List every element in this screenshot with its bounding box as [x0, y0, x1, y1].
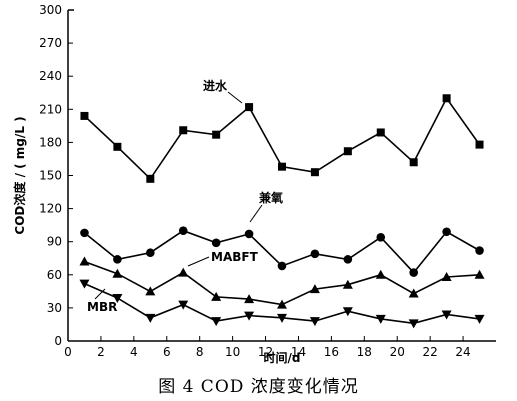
y-tick-label: 0 — [54, 334, 62, 348]
series-mabft — [79, 256, 485, 309]
data-point-inflow — [475, 140, 484, 149]
series-labels: 进水 兼氧 MABFT MBR — [87, 78, 283, 314]
data-point-anoxic — [376, 232, 386, 242]
data-point-anoxic — [146, 248, 155, 258]
data-point-inflow — [343, 147, 352, 156]
data-point-mbr — [474, 314, 485, 324]
x-tick-label: 12 — [258, 345, 273, 359]
data-point-anoxic — [409, 268, 418, 277]
x-tick-label: 2 — [97, 345, 105, 359]
axes — [67, 9, 496, 342]
y-ticks: 0 30 60 90 120 150 180 210 240 270 300 — [39, 3, 73, 348]
data-point-mabft — [178, 267, 189, 277]
x-tick-label: 22 — [423, 345, 438, 359]
data-point-anoxic — [178, 226, 188, 235]
data-point-mabft — [277, 299, 287, 309]
data-point-mbr — [211, 317, 222, 327]
data-point-mbr — [375, 314, 386, 324]
y-tick-label: 180 — [39, 135, 62, 149]
x-tick-label: 14 — [291, 345, 306, 359]
x-tick-label: 24 — [455, 345, 470, 359]
y-axis-title: COD浓度 / ( mg/L ) — [12, 116, 27, 234]
data-point-inflow — [113, 142, 122, 151]
figure-caption: 图 4 COD 浓度变化情况 — [158, 377, 359, 397]
data-point-mabft — [342, 279, 353, 289]
cod-line-chart: 0 2 4 6 8 10 12 14 16 18 20 22 24 030609012015018021… — [12, 3, 496, 365]
data-point-mabft — [375, 269, 386, 279]
y-tick-label: 210 — [39, 102, 62, 116]
series-group — [79, 94, 485, 329]
y-tick-label: 30 — [47, 301, 62, 315]
leader-line-mabft — [187, 256, 210, 267]
data-point-mbr — [441, 310, 452, 320]
data-point-mbr — [342, 307, 353, 317]
data-point-inflow — [376, 128, 385, 137]
data-point-anoxic — [475, 246, 484, 255]
data-point-inflow — [442, 94, 451, 103]
x-tick-label: 20 — [390, 345, 405, 359]
y-tick-label: 120 — [39, 202, 62, 216]
y-tick-label: 300 — [39, 3, 62, 17]
data-point-mabft — [244, 294, 255, 304]
x-axis-title: 时间/d — [264, 350, 301, 365]
data-point-inflow — [179, 126, 188, 135]
data-point-anoxic — [277, 261, 287, 271]
data-point-mbr — [408, 319, 419, 329]
data-point-anoxic — [310, 249, 320, 259]
data-point-inflow — [310, 168, 319, 177]
data-point-anoxic — [244, 229, 254, 239]
data-point-mbr — [277, 313, 287, 323]
x-tick-label: 10 — [225, 345, 240, 359]
data-point-mabft — [112, 268, 123, 278]
data-point-anoxic — [442, 227, 451, 237]
data-point-mbr — [244, 311, 255, 321]
data-point-mbr — [309, 317, 320, 327]
data-point-mbr — [112, 293, 123, 303]
x-ticks: 0 2 4 6 8 10 12 14 16 18 20 22 24 — [64, 336, 471, 359]
data-point-anoxic — [113, 255, 122, 264]
series-label-mbr: MBR — [87, 300, 117, 314]
data-point-mabft — [79, 256, 90, 266]
data-point-mabft — [474, 269, 485, 279]
x-tick-label: 0 — [64, 345, 72, 359]
leader-line-inflow — [227, 91, 243, 104]
data-point-inflow — [278, 162, 286, 171]
data-point-inflow — [212, 130, 221, 139]
data-point-mabft — [408, 288, 419, 298]
data-point-inflow — [409, 158, 418, 167]
data-point-anoxic — [343, 255, 353, 264]
series-label-mabft: MABFT — [211, 250, 259, 264]
x-tick-label: 16 — [324, 345, 339, 359]
series-mbr — [79, 279, 485, 329]
x-tick-label: 4 — [130, 345, 138, 359]
data-point-mbr — [178, 300, 189, 310]
y-tick-label: 90 — [47, 235, 62, 249]
data-point-mabft — [309, 284, 320, 294]
series-label-anoxic: 兼氧 — [258, 190, 283, 205]
data-point-mabft — [211, 291, 222, 301]
series-label-inflow: 进水 — [203, 78, 228, 93]
data-point-mbr — [145, 313, 156, 323]
x-tick-label: 6 — [163, 345, 171, 359]
x-tick-label: 8 — [196, 345, 204, 359]
series-inflow — [80, 94, 484, 183]
data-point-mbr — [79, 279, 90, 289]
data-point-anoxic — [211, 238, 221, 248]
leader-line-anoxic — [249, 204, 263, 223]
y-tick-label: 240 — [39, 69, 62, 83]
y-tick-label: 60 — [47, 268, 62, 282]
data-point-inflow — [245, 103, 254, 112]
data-point-mabft — [145, 286, 156, 296]
data-point-inflow — [146, 174, 155, 183]
x-tick-label: 18 — [357, 345, 372, 359]
y-tick-label: 150 — [39, 169, 62, 183]
data-point-anoxic — [80, 228, 89, 238]
series-anoxic — [80, 226, 484, 277]
y-tick-label: 270 — [39, 36, 62, 50]
data-point-inflow — [80, 111, 89, 120]
leader-line-mbr — [94, 288, 106, 300]
data-point-mabft — [441, 272, 452, 282]
